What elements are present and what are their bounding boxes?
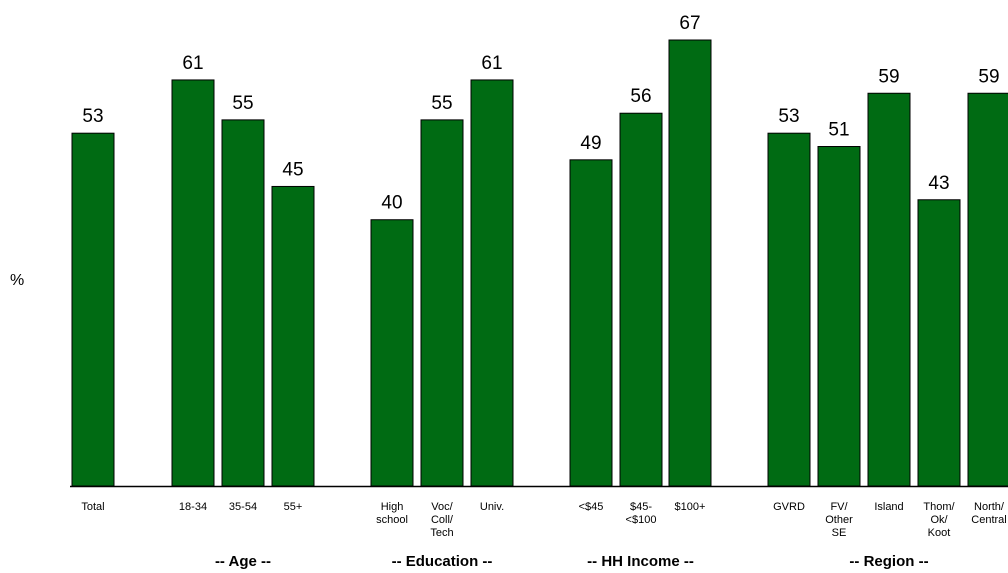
x-tick-label: 18-34 xyxy=(179,501,207,513)
x-tick-label: Total xyxy=(81,501,104,513)
data-label: 61 xyxy=(182,53,203,74)
x-tick-label: 55+ xyxy=(284,501,303,513)
x-tick-label: Voc/Coll/Tech xyxy=(430,501,454,539)
data-label: 59 xyxy=(878,66,899,87)
bar xyxy=(470,79,514,487)
bar xyxy=(569,159,613,487)
data-label: 55 xyxy=(232,93,253,114)
bar xyxy=(420,119,464,487)
bar xyxy=(370,219,414,487)
x-tick-label: North/Central xyxy=(971,501,1006,526)
data-label: 61 xyxy=(481,53,502,74)
bar xyxy=(867,92,911,487)
x-tick-label: $100+ xyxy=(675,501,706,513)
x-tick-label: FV/Other SE xyxy=(825,501,853,539)
bar xyxy=(668,39,712,487)
data-label: 59 xyxy=(978,66,999,87)
data-label: 49 xyxy=(580,133,601,154)
data-label: 56 xyxy=(630,86,651,107)
data-label: 53 xyxy=(82,106,103,127)
bar xyxy=(619,112,663,487)
group-label: -- HH Income -- xyxy=(587,553,694,570)
bar xyxy=(171,79,215,487)
data-label: 43 xyxy=(928,173,949,194)
data-label: 40 xyxy=(381,193,402,214)
group-label: -- Region -- xyxy=(849,553,928,570)
x-tick-label: 35-54 xyxy=(229,501,257,513)
bar xyxy=(917,199,961,487)
x-tick-label: Univ. xyxy=(480,501,504,513)
bar xyxy=(221,119,265,487)
bar xyxy=(967,92,1008,487)
data-label: 53 xyxy=(778,106,799,127)
x-tick-label: <$45 xyxy=(579,501,604,513)
x-tick-label: High school xyxy=(376,501,408,526)
group-label: -- Education -- xyxy=(392,553,493,570)
bar xyxy=(271,185,315,487)
data-label: 55 xyxy=(431,93,452,114)
data-label: 51 xyxy=(828,120,849,141)
data-label: 45 xyxy=(282,159,303,180)
bar xyxy=(71,132,115,487)
y-axis-label: % xyxy=(10,272,25,289)
x-tick-label: Island xyxy=(874,501,903,513)
x-tick-label: Thom/Ok/Koot xyxy=(923,501,955,539)
bar xyxy=(817,146,861,487)
data-label: 67 xyxy=(679,13,700,34)
bar xyxy=(767,132,811,487)
x-tick-label: $45-<$100 xyxy=(626,501,657,526)
x-tick-label: GVRD xyxy=(773,501,805,513)
group-label: -- Age -- xyxy=(215,553,271,570)
